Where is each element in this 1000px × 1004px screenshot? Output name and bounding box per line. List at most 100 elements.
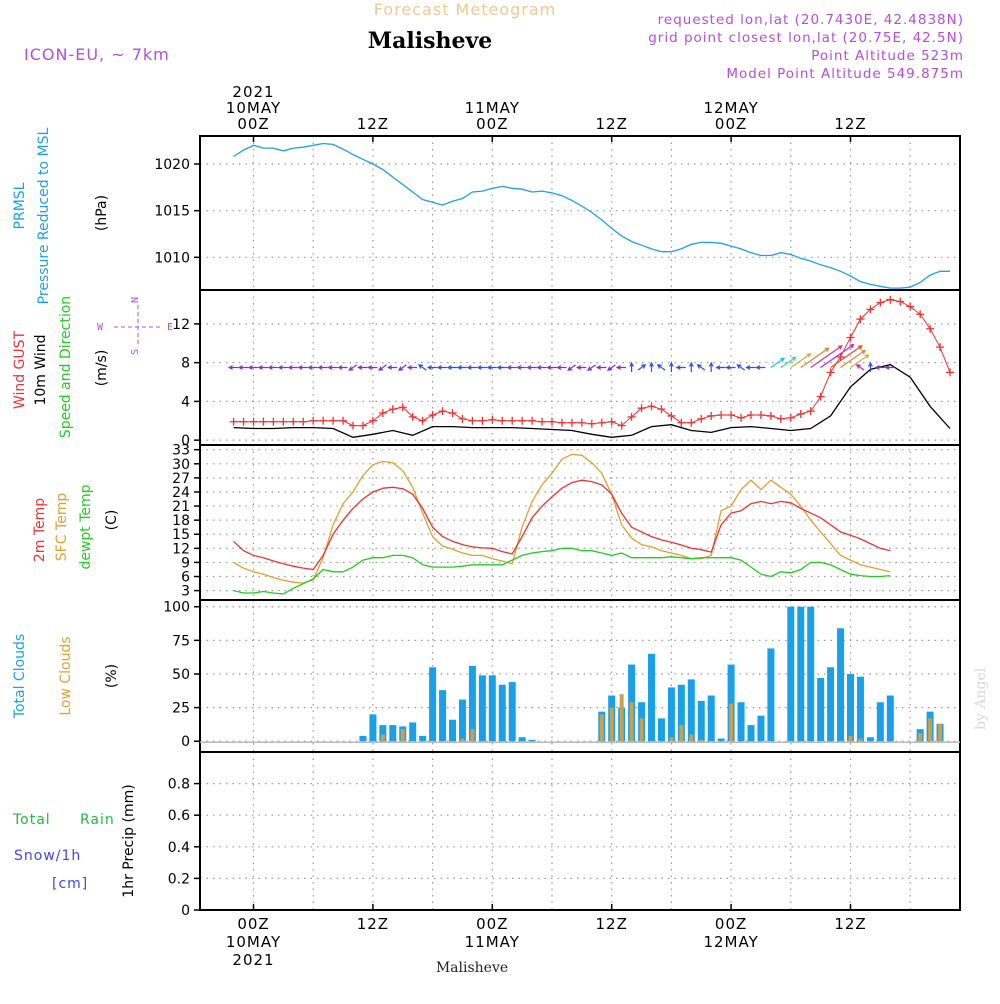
wind-direction-arrow (307, 365, 318, 370)
low-cloud-bar (619, 694, 624, 742)
gust-marker (936, 343, 945, 352)
total-cloud-bar (687, 679, 695, 742)
time-label-bottom: 12Z (834, 915, 866, 933)
wind-direction-arrow (516, 365, 527, 370)
pressure-label-2: Pressure Reduced to MSL (36, 127, 52, 304)
gust-marker (806, 407, 815, 416)
gust-marker (518, 416, 527, 425)
wind-direction-arrow (629, 361, 635, 372)
pressure-unit: (hPa) (94, 195, 110, 231)
wind-label-3: Speed and Direction (58, 296, 74, 438)
y-tick-label: 4 (181, 394, 190, 410)
gust-marker (587, 419, 596, 428)
gust-marker (289, 417, 298, 426)
low-cloud-bar (928, 718, 933, 742)
info-line-4: Model Point Altitude 549.875m (726, 66, 964, 82)
total-cloud-bar (747, 725, 755, 742)
total-cloud-bar (787, 606, 795, 742)
clouds-label-2: Low Clouds (58, 636, 74, 715)
wind-labels: Wind GUST 10m Wind Speed and Direction (… (12, 296, 173, 438)
wind-direction-arrow (696, 364, 706, 371)
wind-direction-arrow (800, 347, 830, 368)
low-cloud-bar (669, 737, 674, 742)
total-cloud-bar (468, 665, 476, 742)
wind-direction-arrow (277, 365, 288, 370)
gust-marker (916, 310, 925, 319)
gust-marker (776, 414, 785, 423)
time-label-top: 12Z (357, 115, 389, 133)
y-tick-label: 30 (172, 457, 190, 473)
wind-direction-arrow (398, 364, 407, 371)
total-cloud-bar (886, 695, 894, 742)
y-tick-label: 50 (172, 667, 190, 683)
total-cloud-bar (657, 718, 665, 742)
y-tick-label: 1020 (154, 157, 190, 173)
time-label-top: 00Z (715, 115, 747, 133)
wind-direction-arrow (867, 361, 873, 372)
gust-marker (906, 302, 915, 311)
wind-direction-arrow (820, 343, 855, 368)
gust-marker (667, 411, 676, 420)
wind-direction-arrow (348, 364, 358, 371)
precip-label-total: Total (12, 812, 51, 828)
gust-marker (826, 368, 835, 377)
gust-marker (796, 410, 805, 418)
y-tick-label: 15 (172, 527, 190, 543)
panel-frame (199, 751, 961, 911)
gust-marker (866, 305, 875, 314)
wind-direction-arrow (466, 365, 477, 370)
total-cloud-bar (697, 700, 705, 742)
time-label-bottom: 12Z (596, 915, 628, 933)
wind-direction-arrow (287, 365, 298, 370)
y-tick-label: 75 (172, 633, 190, 649)
y-tick-label: 8 (181, 356, 190, 372)
gust-marker (368, 416, 377, 425)
compass-n: N (130, 297, 141, 303)
total-cloud-bar (866, 737, 874, 742)
time-label-bottom: 11MAY (465, 933, 520, 951)
gust-marker (756, 410, 765, 419)
plots (200, 142, 960, 743)
low-cloud-bar (858, 738, 863, 742)
wind-direction-arrow (367, 365, 378, 370)
total-cloud-bar (528, 739, 536, 742)
low-cloud-bar (460, 738, 465, 742)
gust-marker (269, 417, 278, 426)
temp-2m-line (233, 479, 891, 571)
wind-direction-arrow (790, 353, 812, 368)
total-cloud-bar (488, 675, 496, 742)
gust-marker (358, 421, 367, 430)
gust-marker (398, 403, 407, 412)
time-label-top: 10MAY (226, 99, 281, 117)
credit: by Angel (973, 667, 989, 730)
compass-s: S (130, 349, 141, 355)
gust-marker (418, 416, 427, 425)
total-cloud-bar (757, 715, 765, 742)
total-cloud-bar (797, 606, 805, 742)
total-cloud-bar (478, 675, 486, 742)
gust-marker (448, 409, 457, 418)
total-cloud-bar (827, 667, 835, 742)
temp-label-2: SFC Temp (54, 493, 70, 562)
clouds-label-1: Total Clouds (12, 634, 28, 719)
wind-direction-arrow (476, 365, 487, 370)
gust-marker (438, 407, 447, 416)
temp-label-1: 2m Temp (32, 498, 48, 562)
gust-marker (548, 417, 556, 426)
y-tick-label: 18 (172, 513, 190, 529)
gust-marker (567, 418, 576, 427)
y-tick-label: 0 (181, 734, 190, 750)
wind-direction-arrow (456, 365, 467, 370)
low-cloud-bar (629, 702, 634, 742)
gust-marker (279, 417, 288, 426)
wind-direction-arrow (637, 364, 647, 371)
pressure-labels: PRMSL Pressure Reduced to MSL (hPa) (12, 127, 110, 304)
panel-frame (199, 599, 961, 753)
low-cloud-bar (848, 735, 853, 742)
wind-unit: (m/s) (94, 350, 110, 387)
wind-direction-arrow (406, 365, 418, 370)
gust-marker (249, 417, 258, 426)
gust-marker (478, 416, 487, 425)
gust-marker (687, 418, 696, 427)
info-line-2: grid point closest lon,lat (20.75E, 42.5… (648, 30, 964, 46)
